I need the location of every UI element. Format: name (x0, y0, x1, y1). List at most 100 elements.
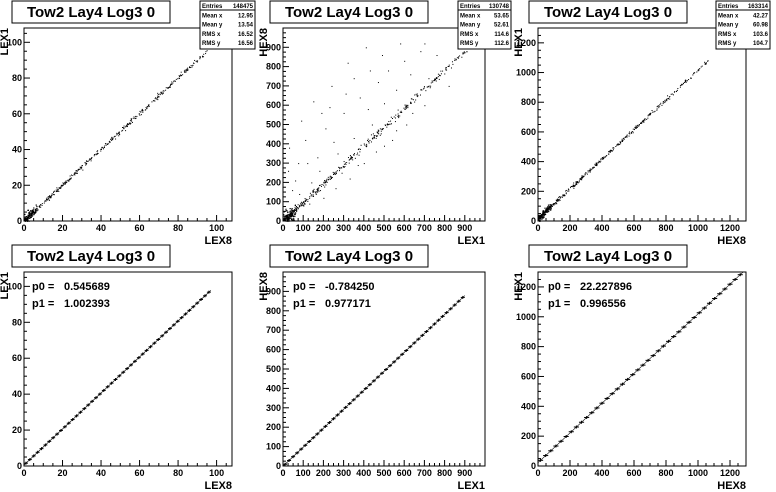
scatter-point (639, 122, 641, 124)
scatter-point (106, 143, 108, 145)
scatter-point (49, 195, 51, 197)
scatter-point (165, 87, 167, 89)
scatter-point (113, 136, 115, 138)
scatter-point (169, 86, 171, 88)
scatter-point (139, 114, 141, 116)
scatter-point (631, 131, 633, 133)
scatter-point (333, 174, 335, 176)
scatter-point (298, 206, 300, 208)
scatter-point (101, 147, 103, 149)
plot-pad-1: 0 20 40 60 80 100 0 20 40 60 80 100 LEX8 LEX1 Entries 1… (0, 0, 256, 247)
scatter-point (422, 88, 424, 90)
scatter-point (285, 219, 287, 221)
scatter-point (74, 172, 76, 174)
y-axis-title: HEX8 (258, 28, 270, 57)
scatter-point (618, 144, 620, 146)
scatter-point (289, 212, 291, 214)
scatter-point (196, 61, 198, 63)
y-axis-title: HEX8 (258, 272, 270, 301)
scatter-point (288, 214, 290, 216)
scatter-point (95, 154, 97, 156)
scatter-point (417, 95, 419, 97)
x-tick-label: 900 (457, 468, 472, 478)
scatter-point (623, 138, 625, 140)
scatter-point (291, 207, 293, 210)
scatter-point (456, 57, 458, 59)
scatter-point (632, 132, 634, 134)
x-tick-label: 500 (376, 223, 391, 233)
scatter-point (160, 92, 162, 94)
scatter-point (593, 166, 595, 168)
scatter-point (304, 203, 306, 205)
y-tick-label: 0 (17, 461, 22, 471)
title-box (528, 244, 688, 268)
scatter-point (466, 51, 468, 53)
scatter-point (169, 85, 171, 87)
scatter-point (126, 124, 128, 126)
scatter-point (323, 181, 325, 183)
scatter-point (558, 199, 560, 201)
scatter-point (373, 136, 375, 138)
scatter-point (129, 120, 131, 122)
scatter-point (406, 105, 408, 107)
scatter-point (572, 184, 574, 186)
scatter-point (381, 128, 383, 130)
plot-pad-5: 0 100 200 300 400 500 600 700 800 900 0 100 200 300 40… (258, 244, 486, 492)
scatter-point (50, 196, 52, 198)
scatter-point (644, 118, 646, 120)
scatter-point (589, 169, 591, 171)
scatter-point (573, 185, 575, 187)
scatter-point (49, 195, 51, 197)
scatter-point (623, 137, 625, 139)
scatter-point (415, 99, 417, 101)
y-tick-label: 100 (7, 37, 22, 47)
scatter-point (69, 178, 71, 180)
stats-value: 103.6 (753, 32, 769, 38)
scatter-point (688, 79, 690, 81)
scatter-point (186, 68, 188, 70)
scatter-point (399, 115, 401, 117)
scatter-point (682, 83, 684, 85)
x-tick-label: 800 (658, 468, 673, 478)
scatter-point (294, 207, 296, 209)
x-tick-label: 0 (535, 468, 540, 478)
scatter-point (398, 117, 400, 119)
scatter-point (610, 149, 612, 151)
scatter-point (420, 89, 422, 91)
scatter-point (109, 140, 111, 142)
x-tick-label: 60 (135, 468, 145, 478)
scatter-point (643, 121, 645, 123)
stats-label: Mean y (460, 23, 481, 29)
scatter-point (145, 107, 147, 109)
scatter-point (189, 66, 191, 68)
y-axis-title: LEX1 (0, 272, 11, 300)
scatter-point (619, 141, 621, 143)
scatter-point (463, 52, 465, 54)
plot-frame (537, 27, 747, 222)
scatter-point (543, 214, 546, 216)
scatter-point (377, 135, 379, 137)
scatter-point (602, 158, 604, 160)
y-tick-label: 60 (12, 109, 22, 119)
scatter-point (379, 134, 381, 136)
scatter-point (203, 53, 205, 55)
scatter-point (30, 215, 32, 217)
scatter-point (380, 130, 382, 132)
scatter-point (312, 190, 314, 192)
scatter-point (79, 166, 81, 168)
scatter-point (315, 192, 317, 194)
scatter-point (134, 118, 136, 120)
scatter-point (58, 187, 60, 189)
scatter-point (684, 82, 686, 84)
scatter-point (57, 189, 59, 191)
stats-label: Entries (460, 4, 481, 10)
scatter-point (636, 124, 638, 126)
scatter-point (56, 187, 58, 189)
scatter-point (187, 69, 189, 71)
x-tick-label: 300 (336, 223, 351, 233)
scatter-point (147, 106, 149, 108)
scatter-point (26, 220, 29, 222)
scatter-point (584, 174, 586, 176)
scatter-point (547, 211, 549, 213)
scatter-point (656, 106, 658, 108)
